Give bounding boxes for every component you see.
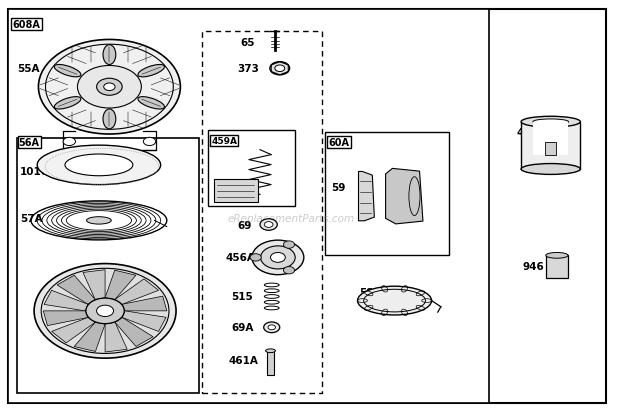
Circle shape <box>260 219 277 231</box>
Polygon shape <box>122 311 166 332</box>
Polygon shape <box>122 297 167 311</box>
Polygon shape <box>105 271 136 300</box>
Circle shape <box>270 253 285 263</box>
Text: 55A: 55A <box>17 64 39 74</box>
Circle shape <box>264 222 273 228</box>
Circle shape <box>78 66 141 109</box>
Ellipse shape <box>521 117 580 128</box>
Text: 60A: 60A <box>329 138 350 148</box>
Text: eReplacementParts.com: eReplacementParts.com <box>228 214 355 224</box>
Ellipse shape <box>546 253 568 259</box>
Ellipse shape <box>55 65 81 78</box>
Ellipse shape <box>103 110 116 130</box>
Polygon shape <box>358 172 374 221</box>
Ellipse shape <box>533 120 569 125</box>
Text: 608A: 608A <box>12 20 40 30</box>
Ellipse shape <box>65 154 133 176</box>
Circle shape <box>252 240 304 275</box>
Text: 58: 58 <box>359 288 373 298</box>
Circle shape <box>250 254 261 261</box>
Text: 456A: 456A <box>226 253 255 263</box>
Ellipse shape <box>138 97 164 110</box>
Circle shape <box>283 241 294 249</box>
Text: 57A: 57A <box>20 214 43 224</box>
Polygon shape <box>74 323 105 351</box>
Text: 56A: 56A <box>19 138 40 148</box>
Circle shape <box>264 322 280 333</box>
Ellipse shape <box>521 164 580 175</box>
Text: 69A: 69A <box>232 323 254 332</box>
Bar <box>521 122 580 170</box>
Bar <box>326 133 449 256</box>
Bar <box>215 180 257 202</box>
Bar <box>17 139 199 393</box>
Bar <box>533 122 569 155</box>
Text: 69: 69 <box>238 220 252 230</box>
Bar <box>546 256 568 278</box>
Ellipse shape <box>55 97 81 110</box>
Text: 515: 515 <box>232 292 254 302</box>
Polygon shape <box>386 169 423 224</box>
Circle shape <box>275 66 285 72</box>
Polygon shape <box>57 275 95 304</box>
Text: 59: 59 <box>332 183 346 193</box>
Circle shape <box>268 325 275 330</box>
Polygon shape <box>44 291 88 311</box>
Text: 65: 65 <box>241 38 255 47</box>
Circle shape <box>97 306 113 317</box>
Circle shape <box>38 40 180 135</box>
Circle shape <box>34 264 176 358</box>
Circle shape <box>260 246 295 269</box>
Ellipse shape <box>138 65 164 78</box>
Text: 946: 946 <box>523 261 545 271</box>
Circle shape <box>283 267 294 274</box>
Ellipse shape <box>37 146 161 185</box>
Polygon shape <box>115 279 159 304</box>
Circle shape <box>270 62 290 76</box>
Bar <box>546 142 556 155</box>
Text: 373: 373 <box>238 64 260 74</box>
Bar <box>208 131 294 206</box>
Text: 461A: 461A <box>229 355 259 366</box>
Polygon shape <box>43 311 88 326</box>
Circle shape <box>63 138 76 146</box>
Text: 455A: 455A <box>516 128 547 138</box>
Bar <box>7 9 489 404</box>
Bar <box>202 32 322 393</box>
Text: 1016: 1016 <box>20 166 49 177</box>
Polygon shape <box>51 318 95 343</box>
Polygon shape <box>83 270 105 300</box>
Text: 459A: 459A <box>211 136 237 145</box>
Ellipse shape <box>358 287 432 315</box>
Circle shape <box>97 79 122 96</box>
Circle shape <box>41 268 169 354</box>
Bar <box>267 351 274 375</box>
Ellipse shape <box>87 217 111 225</box>
Circle shape <box>143 138 156 146</box>
Polygon shape <box>105 323 127 352</box>
Circle shape <box>104 84 115 91</box>
Polygon shape <box>115 318 153 347</box>
Circle shape <box>86 298 124 324</box>
Ellipse shape <box>265 349 275 353</box>
Ellipse shape <box>103 45 116 65</box>
